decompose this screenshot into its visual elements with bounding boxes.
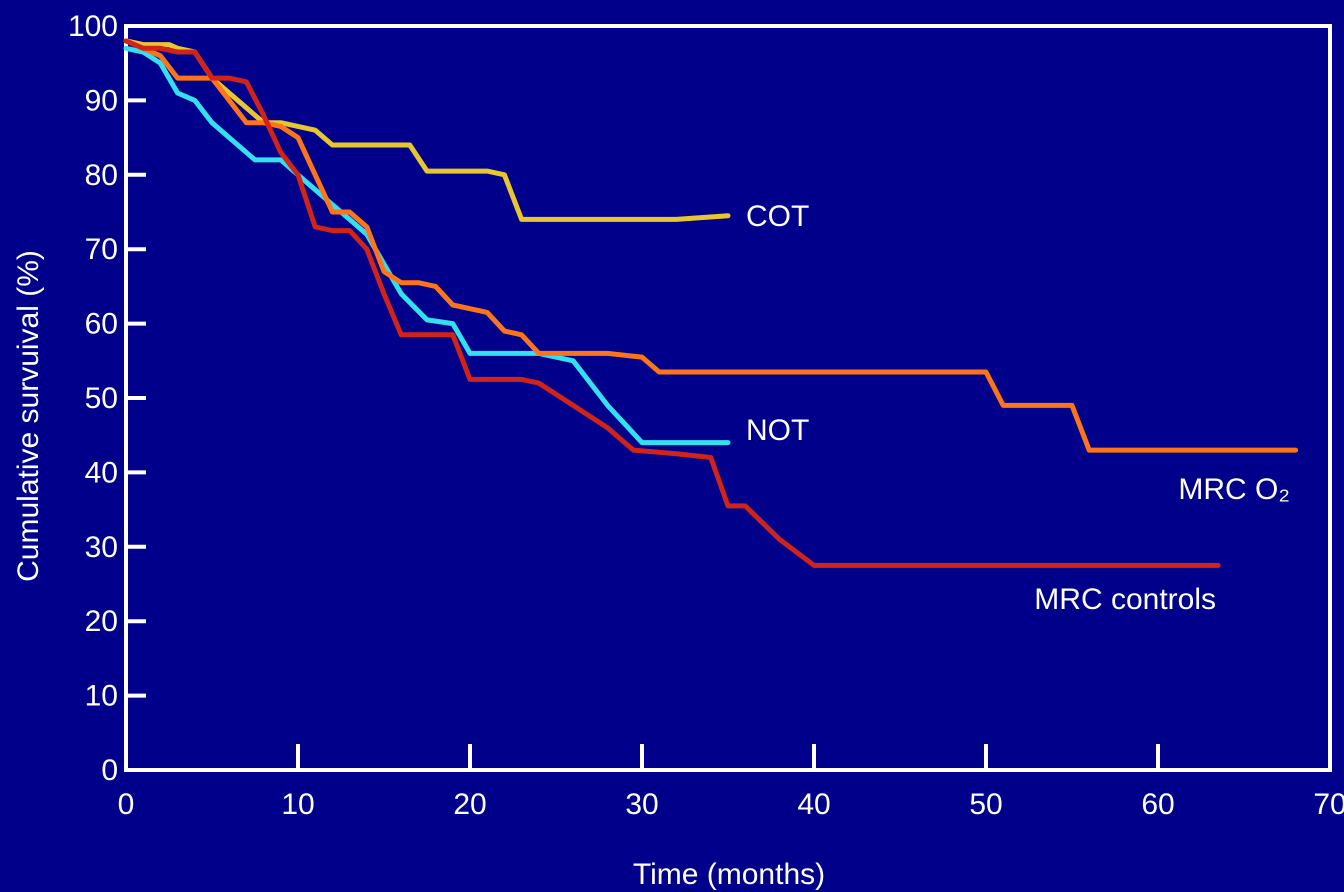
y-axis-title: Cumulative survuival (%)	[12, 250, 45, 582]
x-tick-label: 20	[453, 788, 486, 821]
y-tick-label: 30	[85, 531, 118, 564]
x-tick-label: 70	[1313, 788, 1344, 821]
y-tick-label: 40	[85, 456, 118, 489]
series-line-not	[123, 45, 731, 446]
series-line-mrc-controls	[123, 38, 1221, 568]
x-tick-label: 30	[625, 788, 658, 821]
series-label-mrc-o2: MRC O₂	[1178, 473, 1290, 506]
y-tick-label: 10	[85, 680, 118, 713]
y-axis: 0 10 20 30 40 50 60 70 80 90 100	[68, 10, 146, 787]
x-tick-label: 50	[969, 788, 1002, 821]
series-line-mrc-o	[123, 38, 1299, 453]
y-tick-label: 50	[85, 382, 118, 415]
series-label-not: NOT	[746, 414, 809, 447]
y-tick-label: 0	[101, 754, 118, 787]
x-axis: 0 10 20 30 40 50 60 70	[118, 744, 1344, 821]
x-tick-label: 10	[281, 788, 314, 821]
series-label-cot: COT	[746, 200, 809, 233]
series-lines	[123, 38, 1299, 568]
series-label-mrc-controls: MRC controls	[1034, 583, 1216, 616]
y-tick-label: 70	[85, 233, 118, 266]
x-axis-title: Time (months)	[633, 858, 825, 891]
y-tick-label: 100	[68, 10, 118, 43]
y-tick-label: 80	[85, 159, 118, 192]
y-tick-label: 20	[85, 605, 118, 638]
y-tick-label: 60	[85, 308, 118, 341]
x-tick-label: 0	[118, 788, 135, 821]
x-tick-label: 40	[797, 788, 830, 821]
y-tick-label: 90	[85, 84, 118, 117]
x-tick-label: 60	[1141, 788, 1174, 821]
